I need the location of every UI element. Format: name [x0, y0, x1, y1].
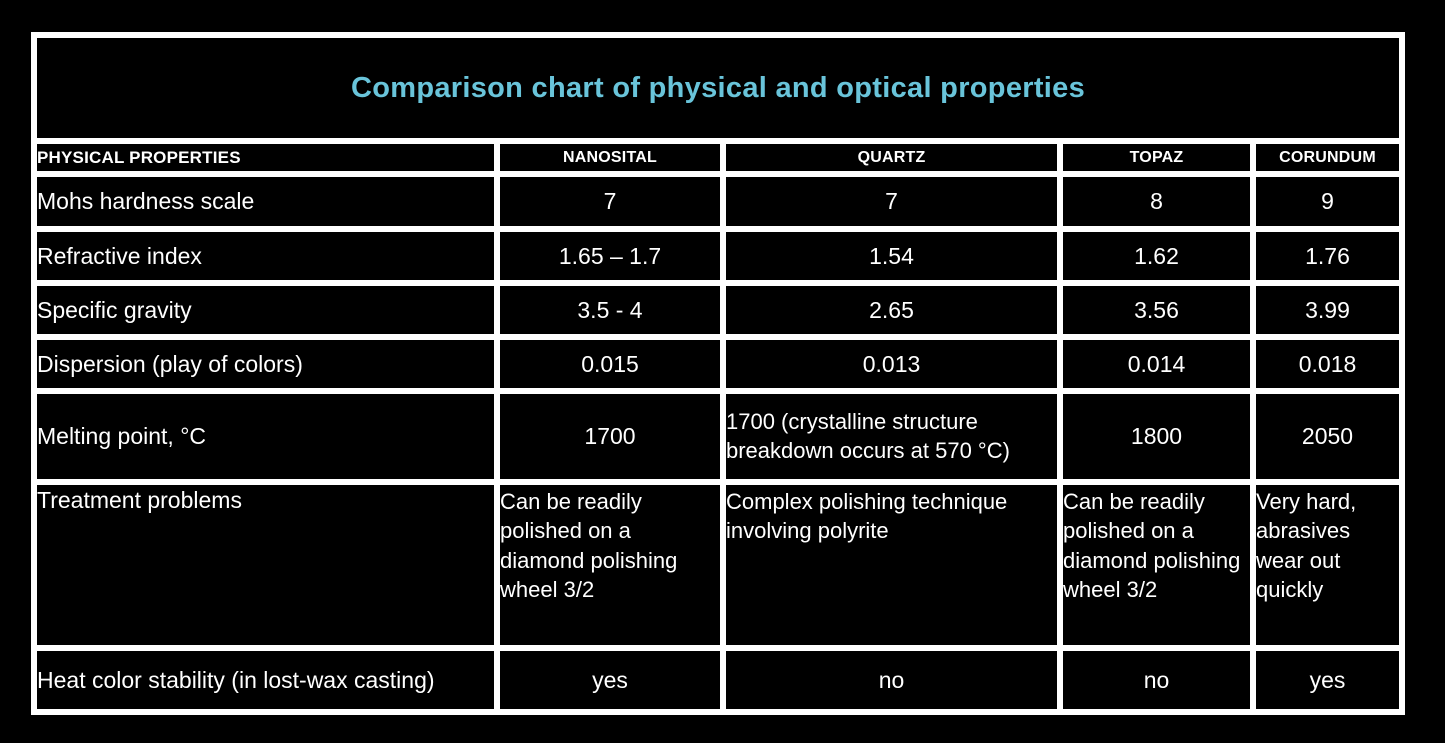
row-label: Mohs hardness scale: [37, 177, 494, 226]
cell-topaz: no: [1063, 651, 1250, 709]
cell-topaz: Can be readily polished on a diamond pol…: [1063, 485, 1250, 645]
table-row-treatment-problems: Treatment problems Can be readily polish…: [37, 485, 1399, 645]
column-header-quartz: QUARTZ: [726, 144, 1057, 171]
cell-nanosital: yes: [500, 651, 720, 709]
cell-quartz: 0.013: [726, 340, 1057, 388]
cell-corundum: 9: [1256, 177, 1399, 226]
table-row-dispersion: Dispersion (play of colors) 0.015 0.013 …: [37, 340, 1399, 388]
cell-quartz: 7: [726, 177, 1057, 226]
row-label: Treatment problems: [37, 485, 494, 645]
cell-corundum: yes: [1256, 651, 1399, 709]
comparison-table-frame: Comparison chart of physical and optical…: [31, 32, 1405, 715]
cell-corundum: 2050: [1256, 394, 1399, 479]
cell-corundum: Very hard, abrasives wear out quickly: [1256, 485, 1399, 645]
table-row-heat-color-stability: Heat color stability (in lost-wax castin…: [37, 651, 1399, 709]
cell-quartz: no: [726, 651, 1057, 709]
title-cell: Comparison chart of physical and optical…: [37, 38, 1399, 138]
title-row: Comparison chart of physical and optical…: [37, 38, 1399, 138]
cell-nanosital: 7: [500, 177, 720, 226]
row-label: Melting point, °C: [37, 394, 494, 479]
cell-nanosital: Can be readily polished on a diamond pol…: [500, 485, 720, 645]
row-label: Refractive index: [37, 232, 494, 280]
row-label: Specific gravity: [37, 286, 494, 334]
cell-nanosital: 3.5 - 4: [500, 286, 720, 334]
table-row-specific-gravity: Specific gravity 3.5 - 4 2.65 3.56 3.99: [37, 286, 1399, 334]
table-row-mohs-hardness: Mohs hardness scale 7 7 8 9: [37, 177, 1399, 226]
cell-corundum: 3.99: [1256, 286, 1399, 334]
table-row-refractive-index: Refractive index 1.65 – 1.7 1.54 1.62 1.…: [37, 232, 1399, 280]
cell-topaz: 8: [1063, 177, 1250, 226]
cell-nanosital: 0.015: [500, 340, 720, 388]
row-label: Heat color stability (in lost-wax castin…: [37, 651, 494, 709]
column-header-physical-properties: PHYSICAL PROPERTIES: [37, 144, 494, 171]
cell-topaz: 1800: [1063, 394, 1250, 479]
cell-corundum: 1.76: [1256, 232, 1399, 280]
cell-quartz: Complex polishing technique involving po…: [726, 485, 1057, 645]
cell-nanosital: 1.65 – 1.7: [500, 232, 720, 280]
cell-topaz: 3.56: [1063, 286, 1250, 334]
table-row-melting-point: Melting point, °C 1700 1700 (crystalline…: [37, 394, 1399, 479]
page-title: Comparison chart of physical and optical…: [351, 71, 1085, 104]
cell-quartz: 1.54: [726, 232, 1057, 280]
cell-nanosital: 1700: [500, 394, 720, 479]
comparison-table: Comparison chart of physical and optical…: [31, 32, 1405, 715]
column-header-nanosital: NANOSITAL: [500, 144, 720, 171]
cell-topaz: 1.62: [1063, 232, 1250, 280]
cell-topaz: 0.014: [1063, 340, 1250, 388]
row-label: Dispersion (play of colors): [37, 340, 494, 388]
cell-quartz: 2.65: [726, 286, 1057, 334]
header-row: PHYSICAL PROPERTIES NANOSITAL QUARTZ TOP…: [37, 144, 1399, 171]
column-header-topaz: TOPAZ: [1063, 144, 1250, 171]
cell-quartz: 1700 (crystalline structure breakdown oc…: [726, 394, 1057, 479]
column-header-corundum: CORUNDUM: [1256, 144, 1399, 171]
cell-corundum: 0.018: [1256, 340, 1399, 388]
